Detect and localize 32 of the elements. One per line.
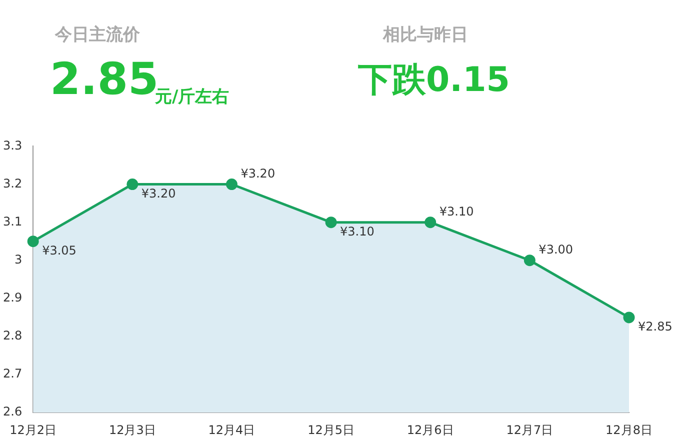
x-tick-label: 12月5日 [308, 422, 354, 437]
text: 下跌0.15 [358, 60, 510, 100]
point [623, 312, 635, 324]
point [325, 216, 337, 228]
point [524, 254, 536, 266]
y-tick-label: 2.7 [2, 366, 22, 381]
x-tick-label: 12月6日 [406, 422, 454, 437]
point [126, 178, 138, 190]
data-label: ¥2.85 [638, 320, 672, 334]
data-label: ¥3.00 [538, 242, 574, 256]
x-tick-label: 12月7日 [506, 422, 554, 437]
point [226, 178, 238, 190]
y-tick-label: 2.8 [2, 328, 22, 343]
text: 相比与昨日 [383, 25, 468, 45]
point [27, 236, 39, 248]
y-tick-label: 3.1 [2, 214, 22, 228]
point [424, 216, 436, 228]
data-label: ¥3.05 [42, 243, 76, 258]
data-label: ¥3.10 [439, 204, 474, 218]
data-label: ¥3.20 [141, 186, 176, 200]
y-tick-label: 3.3 [2, 138, 22, 152]
x-tick-label: 12月2日 [10, 422, 57, 437]
data-label: ¥3.10 [340, 224, 374, 238]
y-tick-label: 3 [14, 252, 22, 266]
text: 今日主流价 [55, 25, 140, 45]
y-tick-label: 2.9 [2, 290, 22, 305]
data-label: ¥3.20 [240, 166, 276, 180]
y-tick-label: 3.2 [2, 176, 22, 190]
y-tick-label: 2.6 [2, 404, 22, 419]
x-tick-label: 12月4日 [208, 422, 256, 437]
x-tick-label: 12月8日 [606, 422, 652, 437]
x-tick-label: 12月3日 [108, 422, 156, 437]
